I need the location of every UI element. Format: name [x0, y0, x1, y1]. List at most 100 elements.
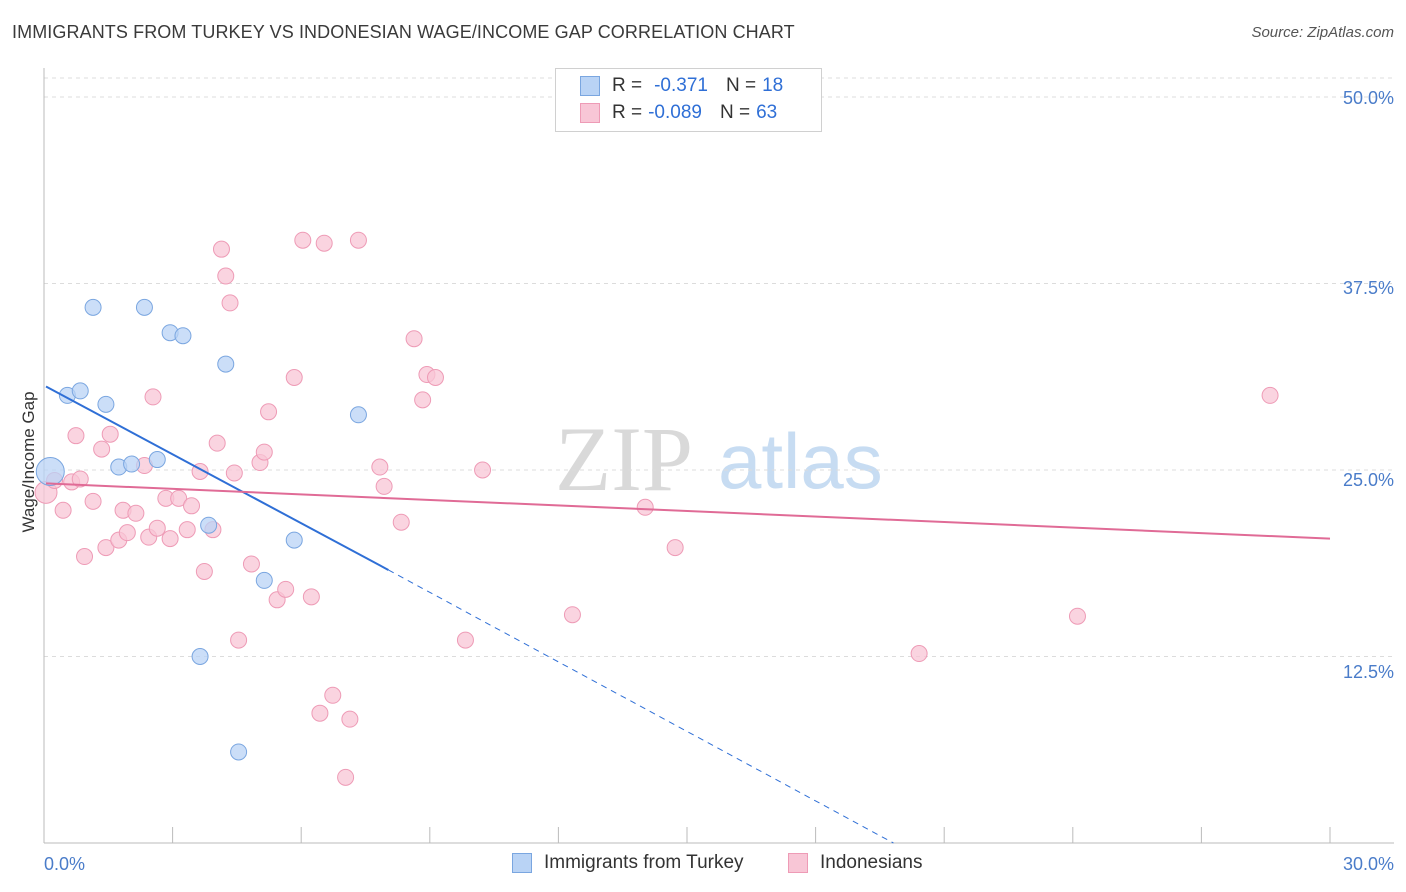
indonesians-point: [255, 443, 273, 461]
y-tick-label-12-5: 12.5%: [1343, 662, 1394, 682]
indonesians-point: [341, 710, 359, 728]
turkey-point: [217, 355, 235, 373]
bottom-legend-indonesians: Indonesians: [788, 852, 922, 874]
turkey-point: [285, 531, 303, 549]
legend-r-value: -0.371: [654, 75, 708, 96]
indonesians-point: [242, 555, 260, 573]
bottom-legend-turkey: Immigrants from Turkey: [512, 852, 744, 874]
indonesians-point: [76, 548, 94, 566]
indonesians-point: [144, 388, 162, 406]
legend-swatch-blue: [580, 76, 600, 96]
legend-n-value: 63: [756, 102, 778, 123]
turkey-point: [135, 298, 153, 316]
y-tick-label-25: 25.0%: [1343, 470, 1394, 490]
indonesians-point: [375, 477, 393, 495]
indonesians-point: [54, 501, 72, 519]
indonesians-point: [405, 330, 423, 348]
turkey-point: [97, 395, 115, 413]
turkey-point: [71, 382, 89, 400]
indonesians-point: [426, 368, 444, 386]
turkey-point: [230, 743, 248, 761]
legend-r-value: -0.089: [648, 102, 702, 123]
indonesians-point: [294, 231, 312, 249]
indonesians-point: [474, 461, 492, 479]
indonesians-point: [563, 606, 581, 624]
indonesians-point: [101, 425, 119, 443]
legend-swatch-pink: [580, 103, 600, 123]
turkey-trend-extension: [388, 569, 894, 844]
indonesians-point: [285, 368, 303, 386]
indonesians-point: [148, 519, 166, 537]
indonesians-point: [170, 489, 188, 507]
indonesians-point: [84, 492, 102, 510]
indonesians-point: [161, 530, 179, 548]
legend-n-label: N =: [719, 102, 751, 123]
y-tick-label-37-5: 37.5%: [1343, 278, 1394, 298]
indonesians-point: [349, 231, 367, 249]
indonesians-point: [337, 768, 355, 786]
indonesians-point: [456, 631, 474, 649]
indonesians-point: [315, 234, 333, 252]
axis-labels: 0.0% 30.0% 12.5% 25.0% 37.5% 50.0% Wage/…: [19, 88, 1394, 874]
indonesians-point: [277, 580, 295, 598]
x-tick-label-min: 0.0%: [44, 854, 85, 874]
indonesians-point: [260, 403, 278, 421]
indonesians-point: [208, 434, 226, 452]
legend-r-label: R =: [612, 75, 643, 96]
indonesians-point: [324, 686, 342, 704]
turkey-points: [35, 298, 367, 761]
turkey-trend-line: [45, 385, 389, 571]
indonesians-trend-line: [45, 482, 1331, 540]
correlation-legend: R = -0.371 N = 18 R = -0.089 N = 63: [555, 68, 822, 132]
legend-row-indonesians: R = -0.089 N = 63: [580, 100, 777, 126]
bottom-legend-label-indonesians: Indonesians: [820, 852, 923, 873]
turkey-point: [148, 451, 166, 469]
turkey-point: [191, 648, 209, 665]
y-tick-label-50: 50.0%: [1343, 88, 1394, 108]
indonesians-point: [118, 524, 136, 542]
axes: [43, 68, 1394, 844]
indonesians-point: [636, 498, 654, 516]
watermark: ZIP atlas: [555, 408, 883, 510]
indonesians-point: [302, 588, 320, 606]
indonesians-point: [93, 440, 111, 458]
indonesians-point: [392, 513, 410, 531]
indonesians-point: [217, 267, 235, 285]
indonesians-point: [1261, 386, 1279, 404]
indonesians-point: [311, 704, 329, 722]
legend-row-turkey: R = -0.371 N = 18: [580, 73, 783, 99]
bottom-legend-swatch-blue: [512, 853, 532, 873]
indonesians-point: [225, 464, 243, 482]
turkey-point: [84, 298, 102, 316]
legend-n-value: 18: [762, 75, 784, 96]
watermark-atlas: atlas: [718, 417, 883, 505]
indonesians-point: [67, 427, 85, 445]
legend-n-label: N =: [725, 75, 757, 96]
y-axis-label: Wage/Income Gap: [19, 391, 38, 532]
indonesians-point: [414, 391, 432, 409]
chart-title: IMMIGRANTS FROM TURKEY VS INDONESIAN WAG…: [12, 22, 795, 42]
indonesians-point: [230, 631, 248, 649]
indonesians-point: [195, 562, 213, 580]
indonesians-point: [212, 240, 230, 258]
source-label: Source: ZipAtlas.com: [1251, 24, 1394, 41]
indonesians-point: [666, 539, 684, 557]
indonesians-point: [71, 470, 89, 488]
x-tick-label-max: 30.0%: [1343, 854, 1394, 874]
watermark-zip: ZIP: [555, 408, 693, 510]
turkey-point: [123, 455, 141, 473]
bottom-legend-label-turkey: Immigrants from Turkey: [544, 852, 744, 873]
turkey-point: [35, 456, 65, 486]
indonesians-point: [371, 458, 389, 476]
indonesians-point: [221, 294, 239, 312]
bottom-legend-swatch-pink: [788, 853, 808, 873]
indonesians-point: [127, 504, 145, 522]
indonesians-point: [910, 645, 928, 663]
turkey-point: [174, 327, 192, 345]
turkey-point: [349, 406, 367, 424]
indonesians-point: [178, 521, 196, 539]
turkey-point: [200, 516, 218, 534]
legend-r-label: R =: [612, 102, 643, 123]
trend-lines: [45, 385, 1331, 844]
